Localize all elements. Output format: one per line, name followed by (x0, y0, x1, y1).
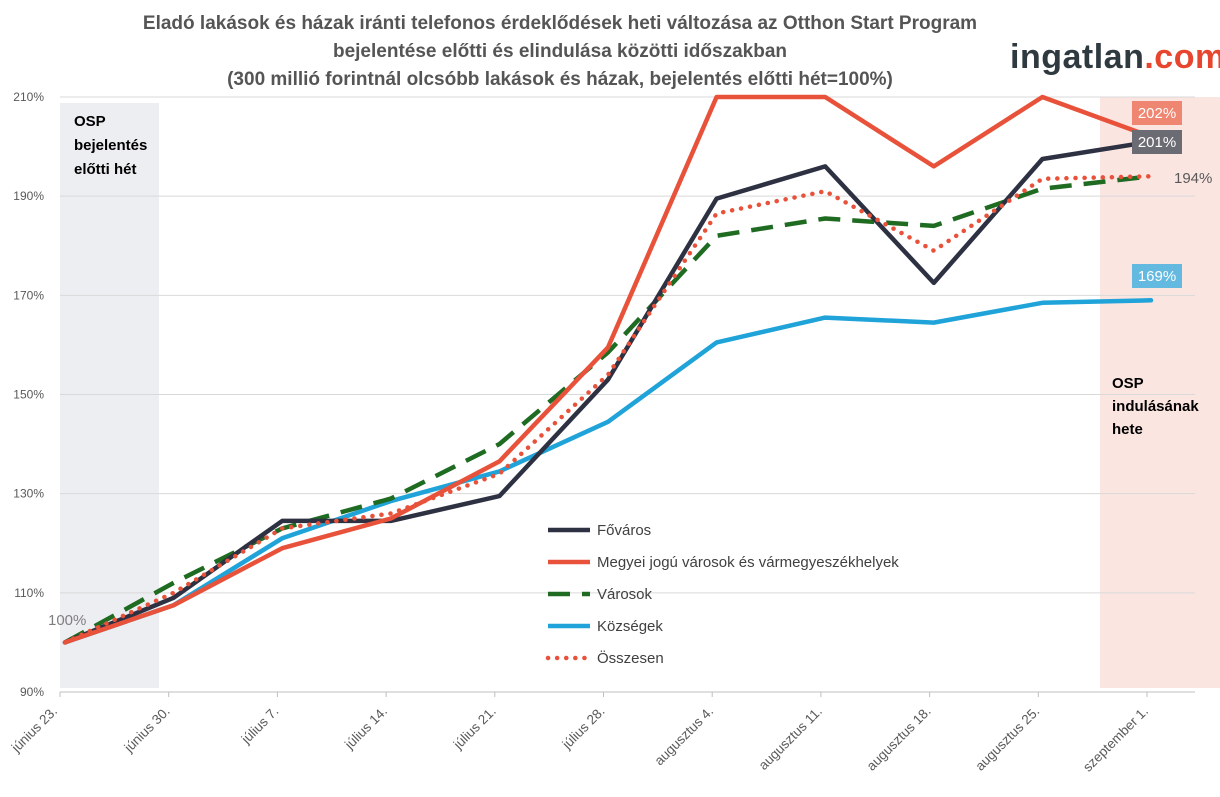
chart-title-line-3: (300 millió forintnál olcsóbb lakások és… (227, 69, 893, 90)
x-tick-label: augusztus 18. (864, 704, 934, 774)
legend-label-varosok: Városok (597, 586, 653, 603)
y-axis: 90% 110% 130% 150% 170% 190% 210% (13, 90, 44, 699)
x-tick-label: szeptember 1. (1080, 704, 1151, 775)
y-tick-label: 90% (20, 685, 44, 699)
legend-label-kozsegek: Községek (597, 618, 663, 635)
logo-accent: .com (1144, 38, 1220, 76)
osp-announcement-week-shade (60, 103, 159, 688)
x-tick-label: július 21. (450, 704, 499, 753)
note-line: bejelentés (74, 137, 147, 154)
legend-label-osszesen: Összesen (597, 649, 664, 667)
y-tick-label: 210% (13, 90, 44, 104)
x-axis: június 23. június 30. július 7. július 14. j… (8, 691, 1195, 775)
osp-announcement-note: OSP bejelentés előtti hét (74, 113, 147, 178)
x-tick-label: augusztus 11. (756, 704, 825, 773)
series-lines (62, 94, 1154, 645)
logo-main: ingatlan (1010, 38, 1145, 76)
y-tick-label: 190% (13, 189, 44, 203)
legend-label-megyei: Megyei jogú városok és vármegyeszékhelye… (597, 554, 899, 571)
x-tick-label: július 7. (238, 704, 282, 748)
legend: Főváros Megyei jogú városok és vármegyesz… (545, 522, 899, 667)
end-label-megyei: 202% (1138, 105, 1176, 122)
start-label: 100% (48, 612, 86, 629)
osp-launch-note: OSP indulásának hete (1112, 375, 1199, 438)
end-label-megyei-box (1132, 101, 1182, 125)
y-tick-label: 150% (13, 388, 44, 402)
x-tick-label: július 14. (341, 704, 390, 753)
x-tick-label: augusztus 4. (652, 704, 717, 769)
y-tick-label: 130% (13, 487, 44, 501)
note-line: előtti hét (74, 161, 137, 178)
note-line: OSP (74, 113, 106, 130)
data-labels: 202% 201% 169% 194% 100% (48, 101, 1212, 629)
x-tick-label: augusztus 25. (972, 704, 1042, 774)
end-label-kozsegek: 169% (1138, 268, 1176, 285)
series-line-fovaros (62, 139, 1154, 645)
note-line: hete (1112, 421, 1143, 438)
y-tick-label: 110% (14, 586, 44, 600)
end-label-fovaros: 201% (1138, 134, 1176, 151)
x-tick-label: június 23. (8, 704, 60, 756)
ingatlan-logo: ingatlan.com (1010, 38, 1220, 77)
x-tick-label: július 28. (559, 704, 608, 753)
x-tick-label: június 30. (121, 704, 173, 756)
chart-title-line-1: Eladó lakások és házak iránti telefonos … (142, 13, 978, 34)
annotations: OSP bejelentés előtti hét OSP indulásának he… (74, 113, 1199, 438)
y-tick-label: 170% (13, 288, 44, 302)
note-line: OSP (1112, 375, 1144, 392)
note-line: indulásának (1112, 398, 1199, 415)
legend-label-fovaros: Főváros (597, 522, 651, 539)
series-line-megyei (62, 94, 1154, 645)
series-line-kozsegek (62, 298, 1154, 645)
grid-lines (60, 96, 1195, 594)
end-label-kozsegek-box (1132, 264, 1182, 288)
chart-title-line-2: bejelentése előtti és elindulása közötti… (332, 41, 787, 62)
end-label-varosok: 194% (1174, 170, 1212, 187)
end-label-fovaros-box (1132, 130, 1182, 154)
osp-launch-week-shade (1100, 97, 1220, 688)
series-line-osszesen (62, 174, 1154, 645)
